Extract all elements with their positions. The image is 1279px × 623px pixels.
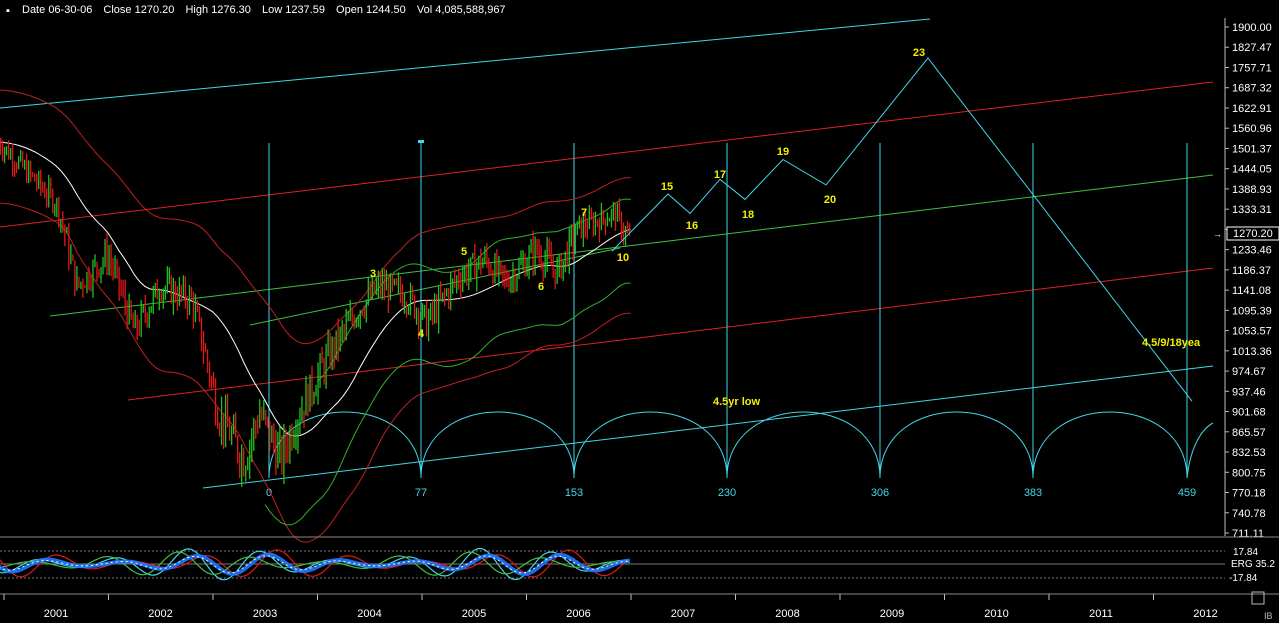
erg-white-dots (0, 555, 630, 574)
erg-green (0, 551, 630, 576)
cycle-count-2: 153 (565, 487, 583, 499)
last-price-label: 1270.20 (1233, 228, 1273, 240)
year-label-5: 2006 (566, 608, 590, 620)
red-channel-lower (127, 267, 1214, 401)
price-tick-label-9: 1333.31 (1232, 204, 1272, 216)
year-label-10: 2011 (1089, 608, 1113, 620)
cycle-arc-5 (1032, 411, 1188, 479)
last-price-box (1226, 226, 1279, 241)
ma-red-upper (0, 89, 631, 345)
indicator-erg-label: ERG 35.2 (1231, 559, 1275, 570)
year-label-1: 2002 (148, 608, 172, 620)
green-channel-inner (249, 247, 621, 326)
price-tick-label-13: 1141.08 (1232, 285, 1271, 297)
cycle-arc-1 (420, 411, 575, 479)
price-tick-label-3: 1687.32 (1232, 83, 1272, 95)
year-label-0: 2001 (44, 608, 68, 620)
price-tick-label-7: 1444.05 (1232, 164, 1272, 176)
price-tick-label-23: 770.18 (1232, 488, 1266, 500)
year-label-4: 2005 (462, 608, 486, 620)
corner-button[interactable] (1251, 591, 1265, 605)
wave-label-4: 4 (418, 328, 425, 340)
year-label-9: 2010 (984, 608, 1008, 620)
price-tick-label-11: 1233.46 (1232, 245, 1272, 257)
cycle-arc-partial (1186, 422, 1214, 479)
red-channel-upper (0, 81, 1214, 228)
price-candles (0, 137, 631, 487)
price-tick-label-8: 1388.93 (1232, 184, 1272, 196)
price-tick-label-24: 740.78 (1232, 508, 1266, 520)
wave-label-18: 18 (742, 209, 754, 221)
ma-green-upper (316, 198, 631, 382)
year-label-8: 2009 (880, 608, 904, 620)
cycle-arc-4 (879, 411, 1034, 479)
price-tick-label-18: 937.46 (1232, 386, 1266, 398)
price-tick-label-12: 1186.37 (1232, 265, 1271, 277)
header-marker: ▪ (6, 5, 10, 17)
wave-label-10: 10 (617, 252, 629, 264)
year-label-11: 2012 (1193, 608, 1217, 620)
year-label-7: 2008 (775, 608, 799, 620)
price-tick-label-14: 1095.39 (1232, 305, 1272, 317)
trend-channels (0, 18, 1214, 489)
green-channel-line (49, 174, 1214, 317)
year-label-2: 2003 (253, 608, 277, 620)
cycle-arcs: 0 77 153 230 306 383 459 (266, 140, 1214, 499)
price-tick-label-17: 974.67 (1232, 366, 1266, 378)
year-label-3: 2004 (357, 608, 381, 620)
price-tick-label-21: 832.53 (1232, 447, 1266, 459)
cycle-count-5: 383 (1024, 487, 1042, 499)
ma-red-lower (0, 202, 631, 543)
erg-blue-signal (0, 552, 630, 576)
annotation-cycle-years: 4.5/9/18yea (1142, 337, 1201, 349)
indicator-upper-label: 17.84 (1233, 547, 1258, 558)
cycle-count-1: 77 (415, 487, 427, 499)
year-label-6: 2007 (671, 608, 695, 620)
price-axis: 1900.00 1827.47 1757.71 1687.32 1622.91 1560.… (1225, 22, 1272, 540)
price-tick-label-19: 901.68 (1232, 407, 1266, 419)
projection-line (611, 57, 1193, 402)
cycle-count-6: 459 (1178, 487, 1196, 499)
price-tick-label-6: 1501.37 (1232, 143, 1272, 155)
wave-label-20: 20 (824, 194, 836, 206)
wave-label-15: 15 (661, 181, 673, 193)
erg-indicator (0, 547, 631, 581)
cycle-count-4: 306 (871, 487, 889, 499)
price-tick-label-2: 1757.71 (1232, 62, 1272, 74)
projection-path (611, 57, 1193, 402)
time-axis: 2001 2002 2003 2004 2005 2006 2007 2008 2009 2010… (3, 594, 1218, 620)
wave-label-6: 6 (538, 281, 544, 293)
price-tick-label-25: 711.11 (1232, 528, 1264, 540)
cycle-marker (418, 140, 424, 143)
wave-label-7: 7 (581, 207, 587, 219)
wave-label-23: 23 (913, 47, 925, 59)
price-tick-label-16: 1013.36 (1232, 346, 1272, 358)
price-tick-label-4: 1622.91 (1232, 103, 1272, 115)
cycle-count-0: 0 (266, 487, 272, 499)
cycle-count-3: 230 (718, 487, 736, 499)
corner-tb-label: IB (1264, 611, 1273, 621)
wave-label-16: 16 (686, 220, 698, 232)
cyan-channel-lower (202, 365, 1214, 489)
wave-label-19: 19 (777, 146, 789, 158)
cyan-channel-upper (0, 18, 931, 109)
wave-labels: 3 4 5 6 7 10 15 16 17 18 19 20 23 (370, 47, 925, 340)
header-readout: Date 06-30-06 Close 1270.20 High 1276.30… (22, 4, 506, 16)
price-tick-label-0: 1900.00 (1232, 22, 1272, 34)
price-tick-label-1: 1827.47 (1232, 42, 1272, 54)
wave-label-5: 5 (461, 246, 467, 258)
price-tick-label-5: 1560.96 (1232, 123, 1272, 135)
cycle-arc-2 (573, 411, 728, 479)
annotation-4-5yr-low: 4.5yr low (713, 396, 761, 408)
price-tick-label-15: 1053.57 (1232, 326, 1272, 338)
wave-label-3: 3 (370, 268, 376, 280)
cycle-arc-3 (726, 411, 881, 479)
ma-green-lower (264, 282, 631, 526)
last-price-arrow: → (1213, 229, 1222, 239)
price-tick-label-20: 865.57 (1232, 427, 1266, 439)
price-tick-label-22: 800.75 (1232, 467, 1266, 479)
wave-label-17: 17 (714, 169, 726, 181)
indicator-lower-label: -17.84 (1229, 573, 1258, 584)
